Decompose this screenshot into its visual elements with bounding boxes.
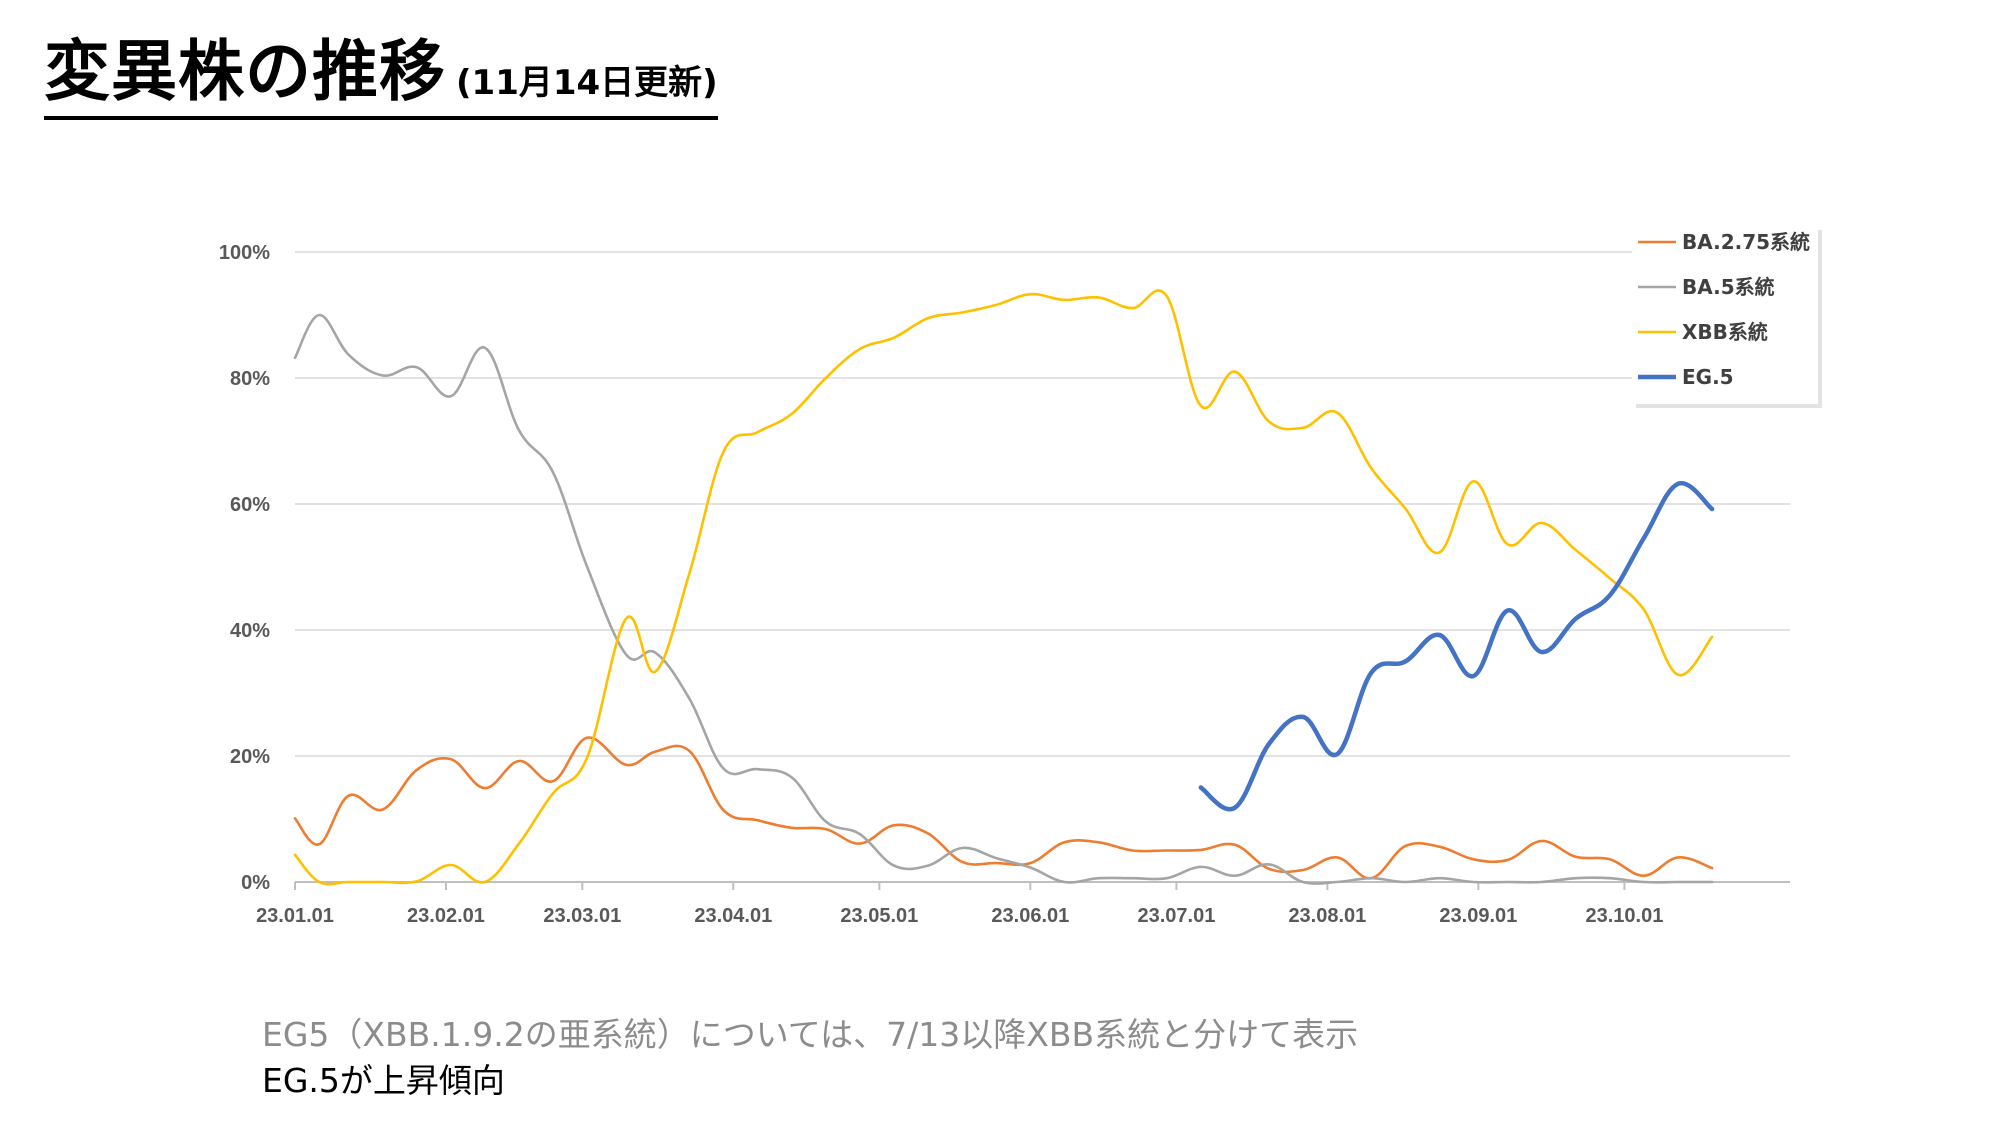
gridlines (295, 251, 1790, 757)
series-line-3 (293, 289, 1714, 886)
y-tick-label: 40% (230, 620, 270, 642)
y-axis-tick-labels: 0% 20% 40% 60% 80% 100% (219, 242, 270, 894)
x-tick-label: 23.05.01 (840, 905, 918, 927)
series-line-2 (293, 313, 1714, 885)
note-eg5-separation: EG5（XBB.1.9.2の亜系統）については、7/13以降XBB系統と分けて表… (262, 1015, 1359, 1054)
y-tick-label: 20% (230, 746, 270, 768)
y-tick-label: 0% (241, 872, 270, 894)
series-line-4 (1198, 480, 1715, 812)
x-tick-label: 23.02.01 (407, 905, 485, 927)
y-tick-label: 60% (230, 494, 270, 516)
y-tick-label: 80% (230, 368, 270, 390)
note-eg5-trend: EG.5が上昇傾向 (262, 1061, 505, 1100)
x-tick-label: 23.06.01 (991, 905, 1069, 927)
title-update-date: (11月14日更新) (456, 63, 718, 103)
page-title: 変異株の推移 (11月14日更新) (44, 18, 718, 120)
legend-box (1632, 226, 1818, 404)
legend-label: BA.5系統 (1682, 275, 1775, 299)
legend: BA.2.75系統 BA.5系統 XBB系統 EG.5 (1632, 226, 1822, 408)
series-lines (293, 289, 1715, 886)
y-tick-label: 100% (219, 242, 270, 264)
x-tick-label: 23.08.01 (1288, 905, 1366, 927)
x-tick-label: 23.01.01 (256, 905, 334, 927)
x-tick-label: 23.10.01 (1586, 905, 1664, 927)
x-tick-label: 23.09.01 (1439, 905, 1517, 927)
x-axis: 23.01.01 23.02.01 23.03.01 23.04.01 23.05.01… (256, 881, 1790, 927)
x-tick-label: 23.04.01 (694, 905, 772, 927)
x-tick-label: 23.07.01 (1137, 905, 1215, 927)
legend-label: BA.2.75系統 (1682, 230, 1810, 254)
legend-label: XBB系統 (1682, 320, 1768, 344)
title-text: 変異株の推移 (44, 33, 446, 110)
series-line-1 (293, 736, 1714, 880)
x-tick-label: 23.03.01 (543, 905, 621, 927)
legend-label: EG.5 (1682, 365, 1734, 389)
